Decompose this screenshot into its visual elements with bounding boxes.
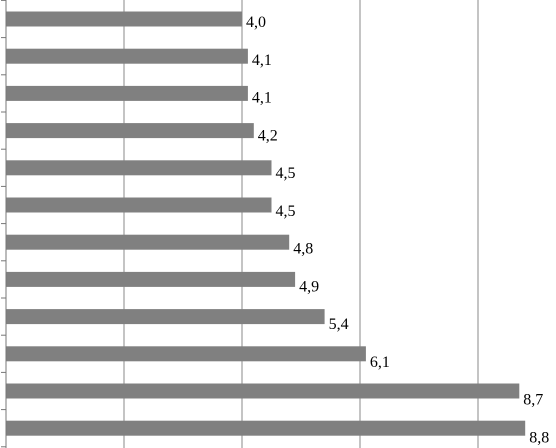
bar-9	[6, 309, 325, 325]
bar-3	[6, 85, 248, 101]
gridlines	[123, 0, 479, 448]
bar-2	[6, 48, 248, 64]
data-label-4: 4,2	[258, 127, 278, 144]
data-label-5: 4,5	[276, 165, 296, 182]
y-axis	[1, 0, 7, 448]
bar-11	[6, 383, 520, 399]
data-label-10: 6,1	[370, 354, 390, 371]
data-labels: 4,0 4,1 4,1 4,2 4,5 4,5 4,8 4,9 5,4 6,1 8,7 8,8	[246, 14, 549, 446]
bar-1	[6, 11, 242, 27]
data-label-7: 4,8	[293, 241, 313, 258]
bar-6	[6, 197, 272, 213]
data-label-1: 4,0	[246, 14, 266, 31]
data-label-2: 4,1	[252, 52, 272, 69]
bar-8	[6, 271, 296, 287]
bar-10	[6, 346, 366, 362]
data-label-3: 4,1	[252, 90, 272, 107]
bar-4	[6, 123, 254, 139]
bar-7	[6, 234, 290, 250]
data-label-9: 5,4	[329, 316, 349, 333]
data-label-12: 8,8	[529, 429, 549, 446]
bar-12	[6, 420, 526, 436]
bars	[6, 11, 526, 436]
data-label-6: 4,5	[276, 203, 296, 220]
data-label-11: 8,7	[523, 392, 543, 409]
bar-5	[6, 160, 272, 176]
data-label-8: 4,9	[299, 278, 319, 295]
